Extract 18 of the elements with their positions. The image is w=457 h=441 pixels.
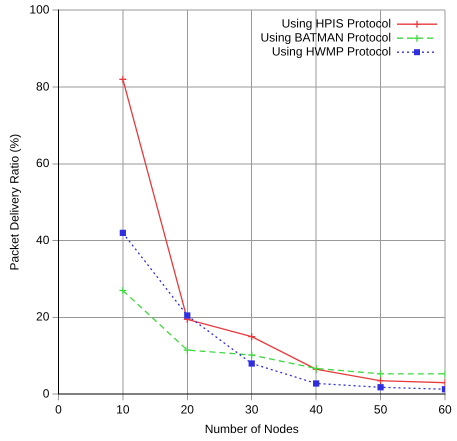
x-axis-title: Number of Nodes: [204, 422, 299, 436]
legend-label: Using HPIS Protocol: [282, 16, 391, 31]
x-tick-label: 50: [374, 402, 388, 417]
y-tick-label: 0: [42, 386, 50, 401]
y-tick-label: 40: [36, 232, 50, 247]
x-tick-label: 40: [309, 402, 324, 417]
y-tick-label: 60: [36, 156, 50, 170]
y-axis-title: Packet Delivery Ratio (%): [8, 134, 22, 271]
x-tick-label: 60: [438, 402, 452, 417]
y-tick-label: 100: [29, 2, 50, 17]
x-tick-label: 10: [116, 402, 130, 417]
y-tick-label: 80: [36, 79, 50, 94]
y-tick-label: 20: [36, 310, 50, 324]
x-tick-label: 20: [180, 402, 194, 417]
x-tick-label: 0: [55, 402, 62, 417]
x-tick-label: 30: [245, 402, 259, 417]
legend-label: Using BATMAN Protocol: [260, 30, 391, 45]
legend-label: Using HWMP Protocol: [272, 44, 391, 59]
